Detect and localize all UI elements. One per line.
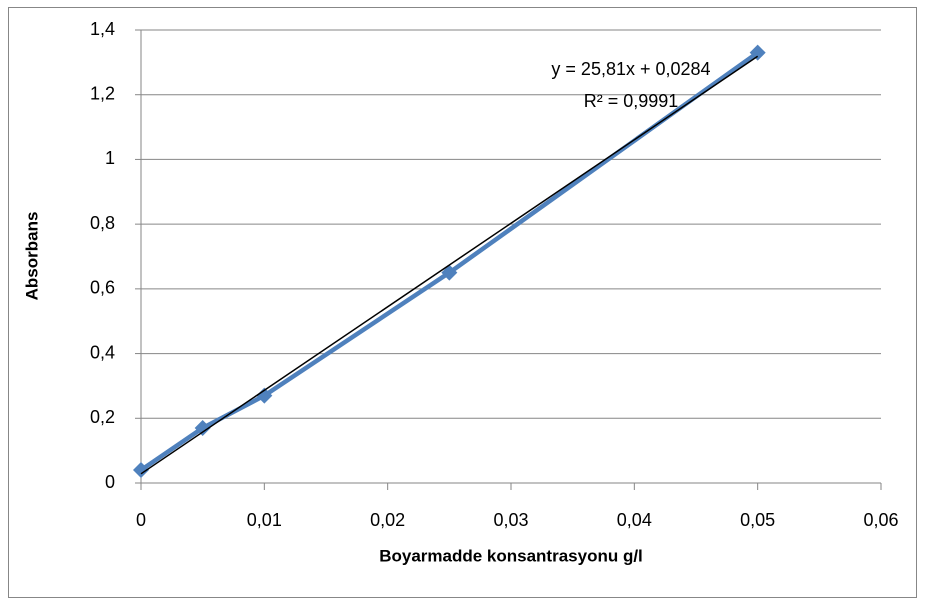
y-tick-label: 0,6 bbox=[90, 278, 115, 298]
data-point bbox=[749, 44, 766, 61]
x-tick-label: 0,02 bbox=[370, 510, 405, 530]
x-tick-label: 0,03 bbox=[493, 510, 528, 530]
y-tick-label: 1,2 bbox=[90, 83, 115, 103]
y-tick-label: 0,4 bbox=[90, 342, 115, 362]
data-point bbox=[194, 419, 211, 436]
y-axis-title: Absorbans bbox=[22, 212, 41, 301]
x-tick-label: 0,04 bbox=[617, 510, 652, 530]
r-squared: R² = 0,9991 bbox=[584, 91, 679, 111]
data-point bbox=[441, 264, 458, 281]
y-tick-label: 0 bbox=[105, 472, 115, 492]
x-tick-label: 0 bbox=[136, 510, 146, 530]
x-tick-label: 0,05 bbox=[740, 510, 775, 530]
y-tick-label: 1,4 bbox=[90, 19, 115, 39]
trendline bbox=[140, 55, 759, 475]
x-tick-label: 0,06 bbox=[863, 510, 898, 530]
trendline-equation: y = 25,81x + 0,0284 bbox=[551, 59, 710, 79]
data-point bbox=[133, 462, 149, 479]
chart-border bbox=[8, 7, 917, 598]
data-point bbox=[256, 387, 273, 404]
y-tick-label: 1 bbox=[105, 148, 115, 168]
x-tick-label: 0,01 bbox=[247, 510, 282, 530]
y-tick-label: 0,8 bbox=[90, 213, 115, 233]
x-axis-title: Boyarmadde konsantrasyonu g/l bbox=[379, 546, 643, 565]
y-tick-label: 0,2 bbox=[90, 407, 115, 427]
